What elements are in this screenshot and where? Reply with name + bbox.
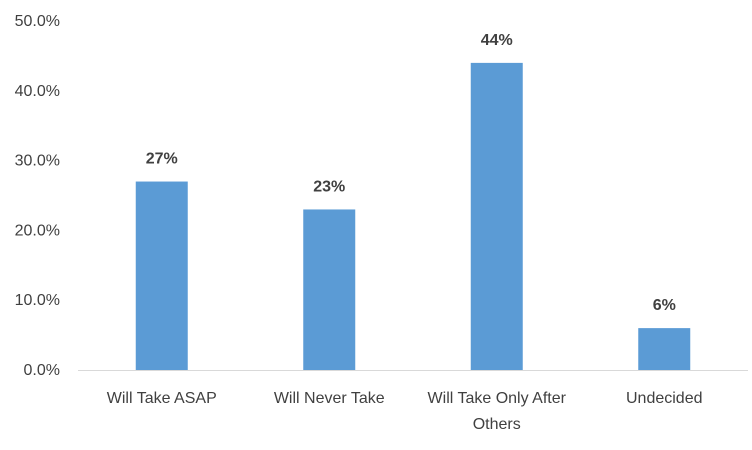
x-tick-label-line: Will Take ASAP	[107, 390, 217, 407]
y-tick-label: 40.0%	[15, 83, 60, 100]
bar	[470, 62, 523, 370]
data-labels: 27% 23% 44% 6%	[146, 32, 676, 314]
bar	[303, 209, 356, 370]
x-tick-label-line: Others	[473, 416, 521, 433]
x-tick-label: Will Take Only After Others	[428, 390, 567, 433]
data-label: 44%	[481, 32, 513, 49]
y-tick-label: 50.0%	[15, 13, 60, 30]
x-tick-label-line: Will Take Only After	[428, 390, 567, 407]
bar	[638, 328, 691, 370]
y-tick-label: 30.0%	[15, 153, 60, 170]
y-tick-label: 10.0%	[15, 292, 60, 309]
x-axis: Will Take ASAP Will Never Take Will Take O…	[107, 390, 703, 433]
x-tick-label: Undecided	[626, 390, 703, 407]
data-label: 23%	[313, 178, 345, 195]
y-tick-label: 20.0%	[15, 222, 60, 239]
data-label: 27%	[146, 151, 178, 168]
x-tick-label: Will Take ASAP	[107, 390, 217, 407]
x-tick-label-line: Undecided	[626, 390, 703, 407]
data-label: 6%	[653, 297, 676, 314]
y-axis: 0.0% 10.0% 20.0% 30.0% 40.0% 50.0%	[15, 13, 60, 379]
x-tick-label: Will Never Take	[274, 390, 385, 407]
x-tick-label-line: Will Never Take	[274, 390, 385, 407]
bar	[135, 181, 188, 370]
bars	[135, 62, 691, 370]
y-tick-label: 0.0%	[24, 362, 60, 379]
